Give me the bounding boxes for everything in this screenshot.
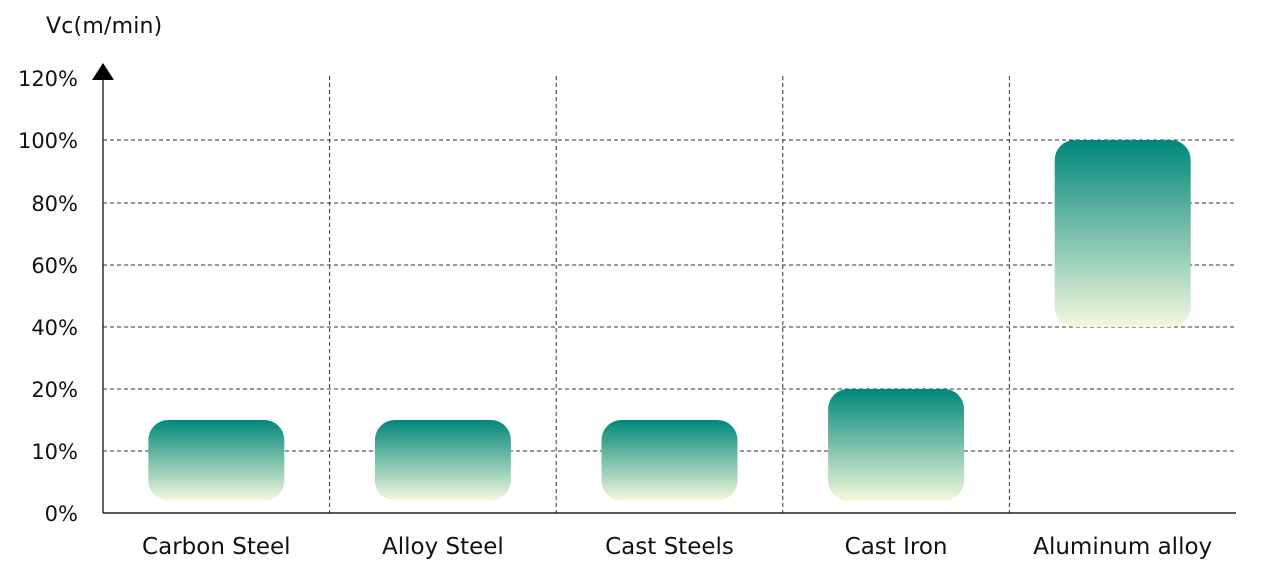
x-tick-label: Cast Iron	[845, 534, 948, 560]
y-tick-label: 20%	[31, 378, 78, 402]
y-axis-arrow	[92, 63, 114, 80]
bar-aluminum-alloy	[1054, 140, 1191, 327]
bar-carbon-steel	[148, 420, 285, 501]
x-tick-label: Cast Steels	[605, 534, 734, 560]
y-tick-label: 60%	[31, 254, 78, 278]
y-tick-label: 40%	[31, 316, 78, 340]
y-tick-label: 100%	[18, 129, 78, 153]
y-tick-label: 10%	[31, 440, 78, 464]
x-tick-label: Carbon Steel	[142, 534, 290, 560]
x-tick-label: Aluminum alloy	[1033, 534, 1212, 560]
y-tick-label: 0%	[45, 502, 78, 526]
bar-cast-steels	[601, 420, 738, 501]
y-axis-label: Vc(m/min)	[46, 14, 163, 39]
bar-cast-iron	[828, 389, 965, 501]
y-tick-label: 80%	[31, 192, 78, 216]
labels: 0% 10% 20% 40% 60% 80% 100% 120% Carbon Steel All…	[18, 67, 1212, 560]
grid	[103, 76, 1236, 513]
bar-alloy-steel	[374, 420, 511, 501]
bars	[148, 140, 1191, 501]
axes	[92, 63, 1236, 514]
x-tick-label: Alloy Steel	[382, 534, 504, 560]
y-tick-label: 120%	[18, 67, 78, 91]
